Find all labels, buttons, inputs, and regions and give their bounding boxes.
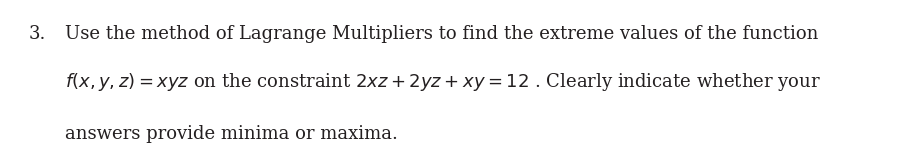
Text: answers provide minima or maxima.: answers provide minima or maxima. (65, 125, 398, 143)
Text: $f(x, y, z) = xyz$ on the constraint $2xz + 2yz + xy = 12$ . Clearly indicate wh: $f(x, y, z) = xyz$ on the constraint $2x… (65, 71, 821, 93)
Text: Use the method of Lagrange Multipliers to find the extreme values of the functio: Use the method of Lagrange Multipliers t… (65, 25, 818, 43)
Text: 3.: 3. (29, 25, 46, 43)
